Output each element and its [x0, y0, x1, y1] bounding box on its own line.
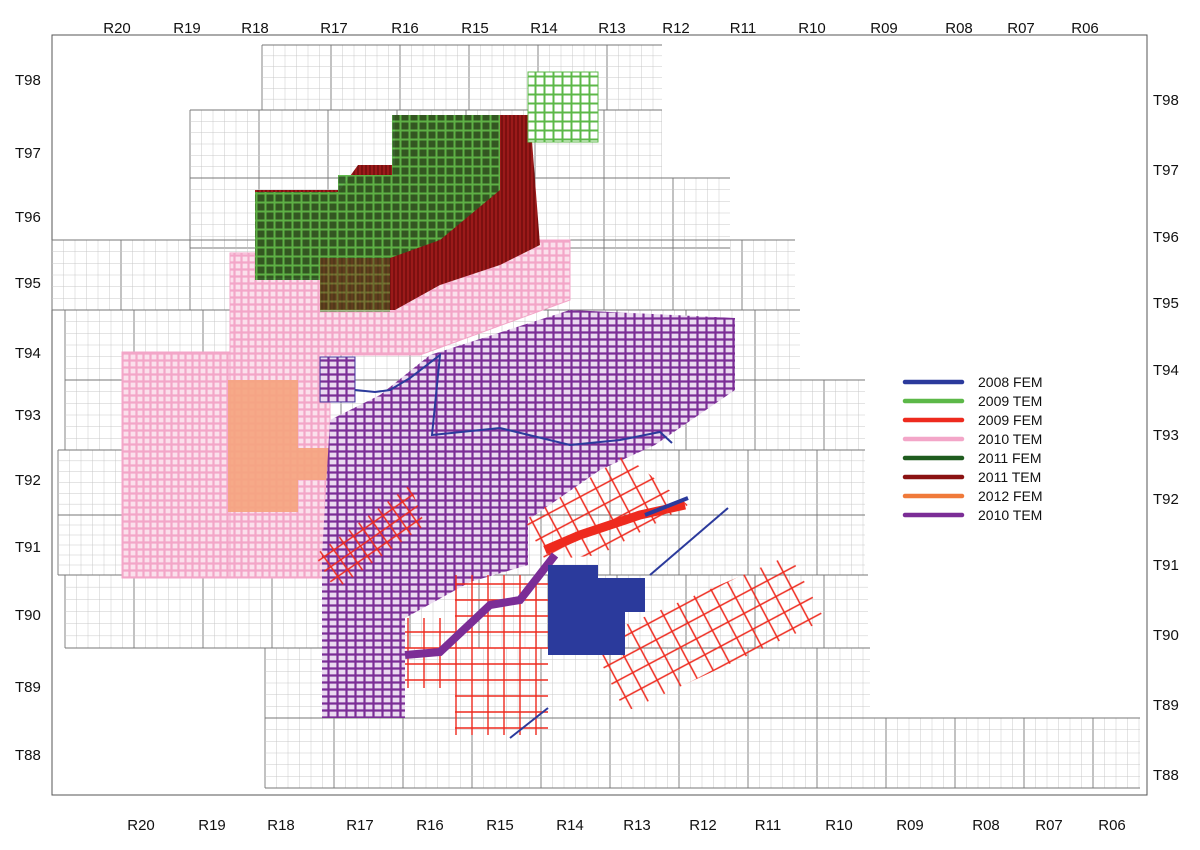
township-label-right: T89: [1153, 697, 1179, 714]
survey-2009-fem-southeast: [590, 555, 825, 712]
township-label-right: T88: [1153, 767, 1179, 784]
legend-label: 2011 FEM: [978, 450, 1042, 466]
legend-label: 2010 TEM: [978, 431, 1042, 447]
range-label-bottom: R20: [127, 817, 155, 834]
range-label-top: R20: [103, 20, 131, 37]
legend-item: 2011 TEM: [902, 469, 1041, 485]
range-label-top: R10: [798, 20, 826, 37]
range-label-top: R09: [870, 20, 898, 37]
legend-label: 2008 FEM: [978, 374, 1043, 390]
range-label-bottom: R19: [198, 817, 226, 834]
range-label-bottom: R06: [1098, 817, 1126, 834]
survey-2010-tem-trunk: [404, 552, 559, 659]
township-label-left: T97: [15, 145, 41, 162]
legend-label: 2012 FEM: [978, 488, 1043, 504]
township-label-left: T94: [15, 345, 41, 362]
range-label-bottom: R07: [1035, 817, 1063, 834]
township-label-left: T96: [15, 209, 41, 226]
survey-2008-fem: [548, 565, 645, 655]
range-label-bottom: R09: [896, 817, 924, 834]
range-label-top: R18: [241, 20, 269, 37]
range-label-top: R15: [461, 20, 489, 37]
legend-item: 2009 FEM: [902, 412, 1043, 428]
range-label-bottom: R16: [416, 817, 444, 834]
range-label-bottom: R17: [346, 817, 374, 834]
range-label-top: R17: [320, 20, 348, 37]
range-label-top: R07: [1007, 20, 1035, 37]
legend-label: 2011 TEM: [978, 469, 1041, 485]
legend-item: 2010 TEM: [902, 431, 1042, 447]
range-label-top: R11: [730, 20, 756, 37]
range-label-bottom: R13: [623, 817, 651, 834]
survey-2010-tem-pink-west: [121, 351, 233, 579]
township-label-right: T96: [1153, 229, 1179, 246]
township-label-right: T94: [1153, 362, 1179, 379]
legend-label: 2010 TEM: [978, 507, 1042, 523]
range-label-bottom: R11: [755, 817, 781, 834]
legend-item: 2008 FEM: [902, 374, 1043, 390]
survey-2009-fem-south: [405, 575, 548, 735]
range-label-top: R19: [173, 20, 201, 37]
range-label-bottom: R15: [486, 817, 514, 834]
range-label-top: R13: [598, 20, 626, 37]
survey-2008-fem-line-south: [509, 707, 549, 739]
township-label-left: T88: [15, 747, 41, 764]
legend-item: 2009 TEM: [902, 393, 1042, 409]
survey-2008-fem-line-north: [354, 352, 673, 447]
township-label-right: T95: [1153, 295, 1179, 312]
survey-2009-fem-northeast: [525, 455, 688, 560]
range-label-bottom: R18: [267, 817, 295, 834]
range-label-top: R14: [530, 20, 558, 37]
survey-2009-tem-overlap: [320, 258, 390, 312]
survey-2009-fem-west: [315, 485, 425, 590]
legend: 2008 FEM 2009 TEM 2009 FEM 2010 TEM 2011 FEM…: [902, 374, 1043, 523]
township-label-right: T92: [1153, 491, 1179, 508]
township-label-left: T92: [15, 472, 41, 489]
range-label-top: R08: [945, 20, 973, 37]
township-label-left: T89: [15, 679, 41, 696]
range-label-bottom: R14: [556, 817, 584, 834]
township-label-right: T98: [1153, 92, 1179, 109]
survey-coverage: [121, 71, 825, 739]
legend-label: 2009 TEM: [978, 393, 1042, 409]
survey-2009-tem: [527, 71, 599, 143]
legend-item: 2011 FEM: [902, 450, 1042, 466]
township-label-right: T97: [1153, 162, 1179, 179]
range-label-top: R16: [391, 20, 419, 37]
legend-item: 2010 TEM: [902, 507, 1042, 523]
township-label-left: T90: [15, 607, 41, 624]
township-label-right: T93: [1153, 427, 1179, 444]
survey-2008-fem-line-east: [644, 496, 689, 517]
legend-item: 2012 FEM: [902, 488, 1043, 504]
township-label-left: T98: [15, 72, 41, 89]
survey-2011-fem: [255, 115, 500, 280]
township-label-left: T93: [15, 407, 41, 424]
legend-label: 2009 FEM: [978, 412, 1043, 428]
township-label-left: T95: [15, 275, 41, 292]
range-label-bottom: R10: [825, 817, 853, 834]
survey-2008-fem-line-diag: [649, 507, 729, 576]
range-label-bottom: R08: [972, 817, 1000, 834]
township-label-right: T91: [1153, 557, 1179, 574]
map-labels: R20 R19 R18 R17 R16 R15 R14 R13 R12 R11 R10 R09 R08 R…: [15, 20, 1179, 834]
survey-2010-tem-purple-small: [319, 356, 356, 403]
survey-2010-tem-purple: [322, 310, 735, 718]
grid-block: [264, 717, 1140, 789]
range-label-bottom: R12: [689, 817, 717, 834]
township-label-left: T91: [15, 539, 41, 556]
township-label-right: T90: [1153, 627, 1179, 644]
range-label-top: R06: [1071, 20, 1099, 37]
range-label-top: R12: [662, 20, 690, 37]
